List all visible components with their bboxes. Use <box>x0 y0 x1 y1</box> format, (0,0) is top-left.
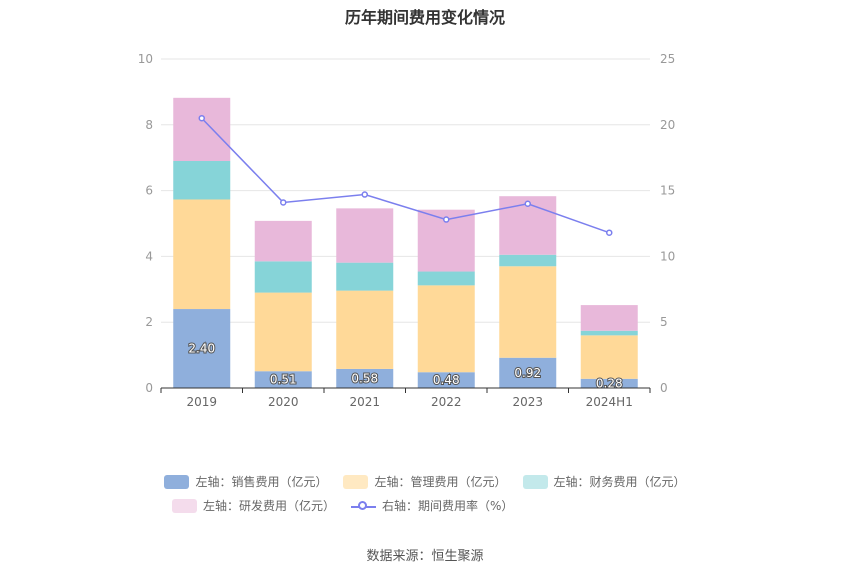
bar-admin <box>499 266 557 358</box>
rate-line <box>201 117 610 234</box>
x-tick-label: 2024H1 <box>586 395 633 409</box>
bar-data-label: 0.28 <box>596 376 623 390</box>
rate-point <box>361 191 368 198</box>
bar-sales <box>254 371 312 388</box>
legend-item-admin[interactable]: 左轴：管理费用（亿元） <box>343 473 507 490</box>
data-source: 数据来源：恒生聚源 <box>366 549 484 564</box>
legend-swatch-sales <box>164 474 190 489</box>
legend-label-rnd: 左轴：研发费用（亿元） <box>203 499 336 513</box>
x-tick-label: 2023 <box>512 395 543 409</box>
bar-data-label: 0.51 <box>270 373 297 387</box>
rate-point <box>443 216 450 223</box>
legend-label-sales: 左轴：销售费用（亿元） <box>195 475 328 489</box>
bar-rnd <box>580 305 638 331</box>
x-tick-label: 2019 <box>186 395 217 409</box>
x-tick-label: 2020 <box>268 395 299 409</box>
bar-admin <box>173 199 231 310</box>
bar-rnd <box>336 208 394 263</box>
legend-item-rnd[interactable]: 左轴：研发费用（亿元） <box>172 497 335 514</box>
y-left-tick-label: 8 <box>145 118 153 132</box>
bar-data-label: 0.58 <box>351 371 378 385</box>
legend-item-sales[interactable]: 左轴：销售费用（亿元） <box>164 473 327 490</box>
y-left-tick-label: 10 <box>138 52 153 66</box>
bar-finance <box>173 160 231 200</box>
y-right-tick-label: 10 <box>660 249 675 263</box>
rate-point <box>280 199 287 206</box>
y-left-tick-label: 0 <box>145 381 153 395</box>
y-right-tick-label: 20 <box>660 118 675 132</box>
legend-line-icon <box>351 499 377 513</box>
bar-data-label: 0.48 <box>433 373 460 387</box>
axes: 0 2 4 6 8 10 0 5 10 15 20 25 2019 2020 2021 2022 2023 202… <box>138 52 676 409</box>
y-right-tick-label: 5 <box>660 315 668 329</box>
bar-sales <box>499 357 557 388</box>
bar-data-label: 0.92 <box>514 366 541 380</box>
y-left-tick-label: 4 <box>145 249 153 263</box>
rate-point <box>524 200 531 208</box>
rate-line-series <box>198 114 613 236</box>
bar-sales <box>173 309 231 388</box>
bar-finance <box>580 330 638 336</box>
legend-swatch-rnd <box>172 498 197 513</box>
bar-rnd <box>173 97 231 161</box>
bar-finance <box>417 271 475 286</box>
bar-sales <box>580 378 638 388</box>
grid-lines <box>161 58 650 323</box>
y-right-tick-label: 0 <box>660 381 668 395</box>
legend-swatch-finance <box>522 474 548 489</box>
bar-finance <box>254 261 312 293</box>
y-left-tick-label: 2 <box>145 315 153 329</box>
legend-row-2: 左轴：研发费用（亿元） 右轴：期间费用率（%） <box>0 497 850 514</box>
x-tick-label: 2022 <box>431 395 462 409</box>
legend-item-rate[interactable]: 右轴：期间费用率（%） <box>351 497 513 514</box>
bar-series <box>173 97 638 388</box>
legend-label-admin: 左轴：管理费用（亿元） <box>374 475 507 489</box>
bar-admin <box>254 292 312 372</box>
y-left-tick-label: 6 <box>145 184 153 198</box>
x-tick-label: 2021 <box>349 395 380 409</box>
rate-point <box>198 114 205 122</box>
legend-label-finance: 左轴：财务费用（亿元） <box>553 475 686 489</box>
legend-swatch-admin <box>343 474 369 489</box>
bar-rnd <box>254 220 312 262</box>
legend-item-finance[interactable]: 左轴：财务费用（亿元） <box>522 473 686 490</box>
bar-data-label: 2.40 <box>188 342 215 356</box>
bar-admin <box>336 290 394 369</box>
bar-admin <box>417 285 475 373</box>
bar-data-labels: 2.40 0.51 0.58 0.48 0.92 0.28 <box>187 341 623 392</box>
bar-sales <box>336 368 394 388</box>
y-right-tick-label: 25 <box>660 52 675 66</box>
chart-title: 历年期间费用变化情况 <box>344 8 505 27</box>
legend-row-1: 左轴：销售费用（亿元） 左轴：管理费用（亿元） 左轴：财务费用（亿元） <box>0 473 850 490</box>
bar-finance <box>499 254 557 267</box>
bar-finance <box>336 262 394 291</box>
bar-admin <box>580 335 638 379</box>
y-right-tick-label: 15 <box>660 184 675 198</box>
bar-sales <box>417 372 475 388</box>
legend-label-rate: 右轴：期间费用率（%） <box>382 499 514 513</box>
rate-point <box>606 229 613 236</box>
